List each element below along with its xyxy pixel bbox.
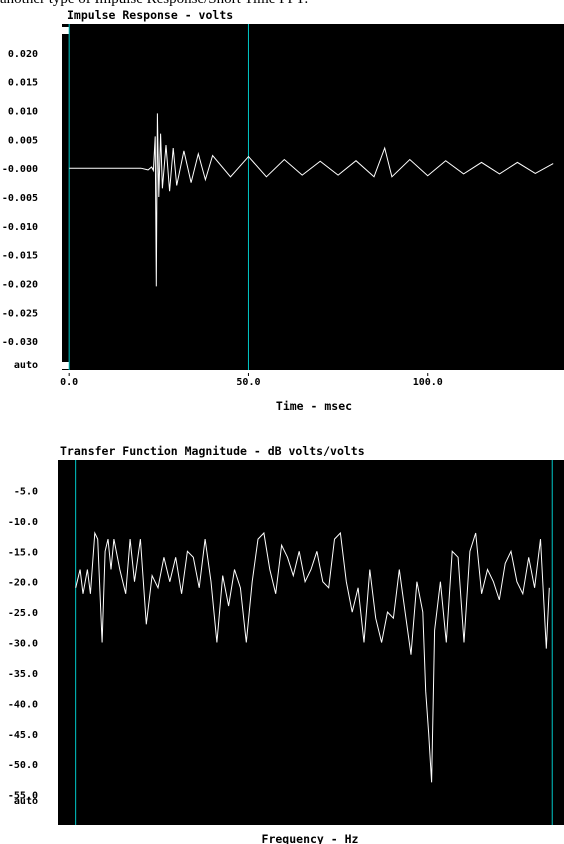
series-line bbox=[75, 531, 550, 783]
y-tick-label: -55.0 bbox=[8, 791, 38, 802]
y-tick-label: 0.020 bbox=[8, 49, 38, 60]
x-tick-label: 50.0 bbox=[236, 377, 260, 388]
y-auto-label[interactable]: auto bbox=[14, 796, 38, 807]
y-tick-label: 0.005 bbox=[8, 135, 38, 146]
y-tick-label: -25.0 bbox=[8, 608, 38, 619]
x-axis-label: Time - msec bbox=[276, 399, 352, 413]
y-tick-label: -0.010 bbox=[2, 222, 38, 233]
chart-title: Transfer Function Magnitude - dB volts/v… bbox=[60, 444, 365, 458]
x-tick-label: 0.0 bbox=[60, 377, 78, 388]
impulse-response-chart: Impulse Response - volts 0.0200.0150.010… bbox=[2, 8, 564, 413]
y-tick-label: -0.025 bbox=[2, 308, 38, 319]
x-tick-label: 100.0 bbox=[413, 377, 443, 388]
y-tick-label: -5.0 bbox=[14, 486, 38, 497]
corner-handle-bottom[interactable] bbox=[62, 362, 69, 369]
y-tick-label: -0.000 bbox=[2, 164, 38, 175]
plot-area bbox=[62, 24, 564, 370]
y-tick-label: -30.0 bbox=[8, 639, 38, 650]
y-auto-label[interactable]: auto bbox=[14, 360, 38, 371]
y-tick-label: -0.020 bbox=[2, 280, 38, 291]
y-tick-label: -40.0 bbox=[8, 699, 38, 710]
y-tick-label: 0.010 bbox=[8, 107, 38, 118]
y-tick-label: -0.030 bbox=[2, 337, 38, 348]
y-tick-label: -10.0 bbox=[8, 517, 38, 528]
x-axis-label: Frequency - Hz bbox=[262, 832, 359, 844]
y-tick-label: -0.005 bbox=[2, 193, 38, 204]
y-tick-label: -15.0 bbox=[8, 547, 38, 558]
series-line bbox=[69, 113, 554, 287]
transfer-function-chart: Transfer Function Magnitude - dB volts/v… bbox=[8, 444, 564, 844]
y-tick-label: -20.0 bbox=[8, 578, 38, 589]
chart-title: Impulse Response - volts bbox=[67, 8, 233, 22]
plot-area bbox=[58, 460, 564, 825]
y-tick-label: -45.0 bbox=[8, 730, 38, 741]
y-tick-label: 0.015 bbox=[8, 78, 38, 89]
x-tick-label: 500.0 bbox=[178, 812, 208, 823]
y-tick-label: -35.0 bbox=[8, 669, 38, 680]
page-caption: another type of Impulse Response/Short T… bbox=[0, 0, 564, 8]
y-tick-label: -0.015 bbox=[2, 251, 38, 262]
x-tick-label: 1000.0 bbox=[322, 812, 358, 823]
y-tick-label: -50.0 bbox=[8, 760, 38, 771]
x-tick-label: 1500.0 bbox=[469, 812, 505, 823]
corner-handle-top[interactable] bbox=[62, 27, 69, 34]
